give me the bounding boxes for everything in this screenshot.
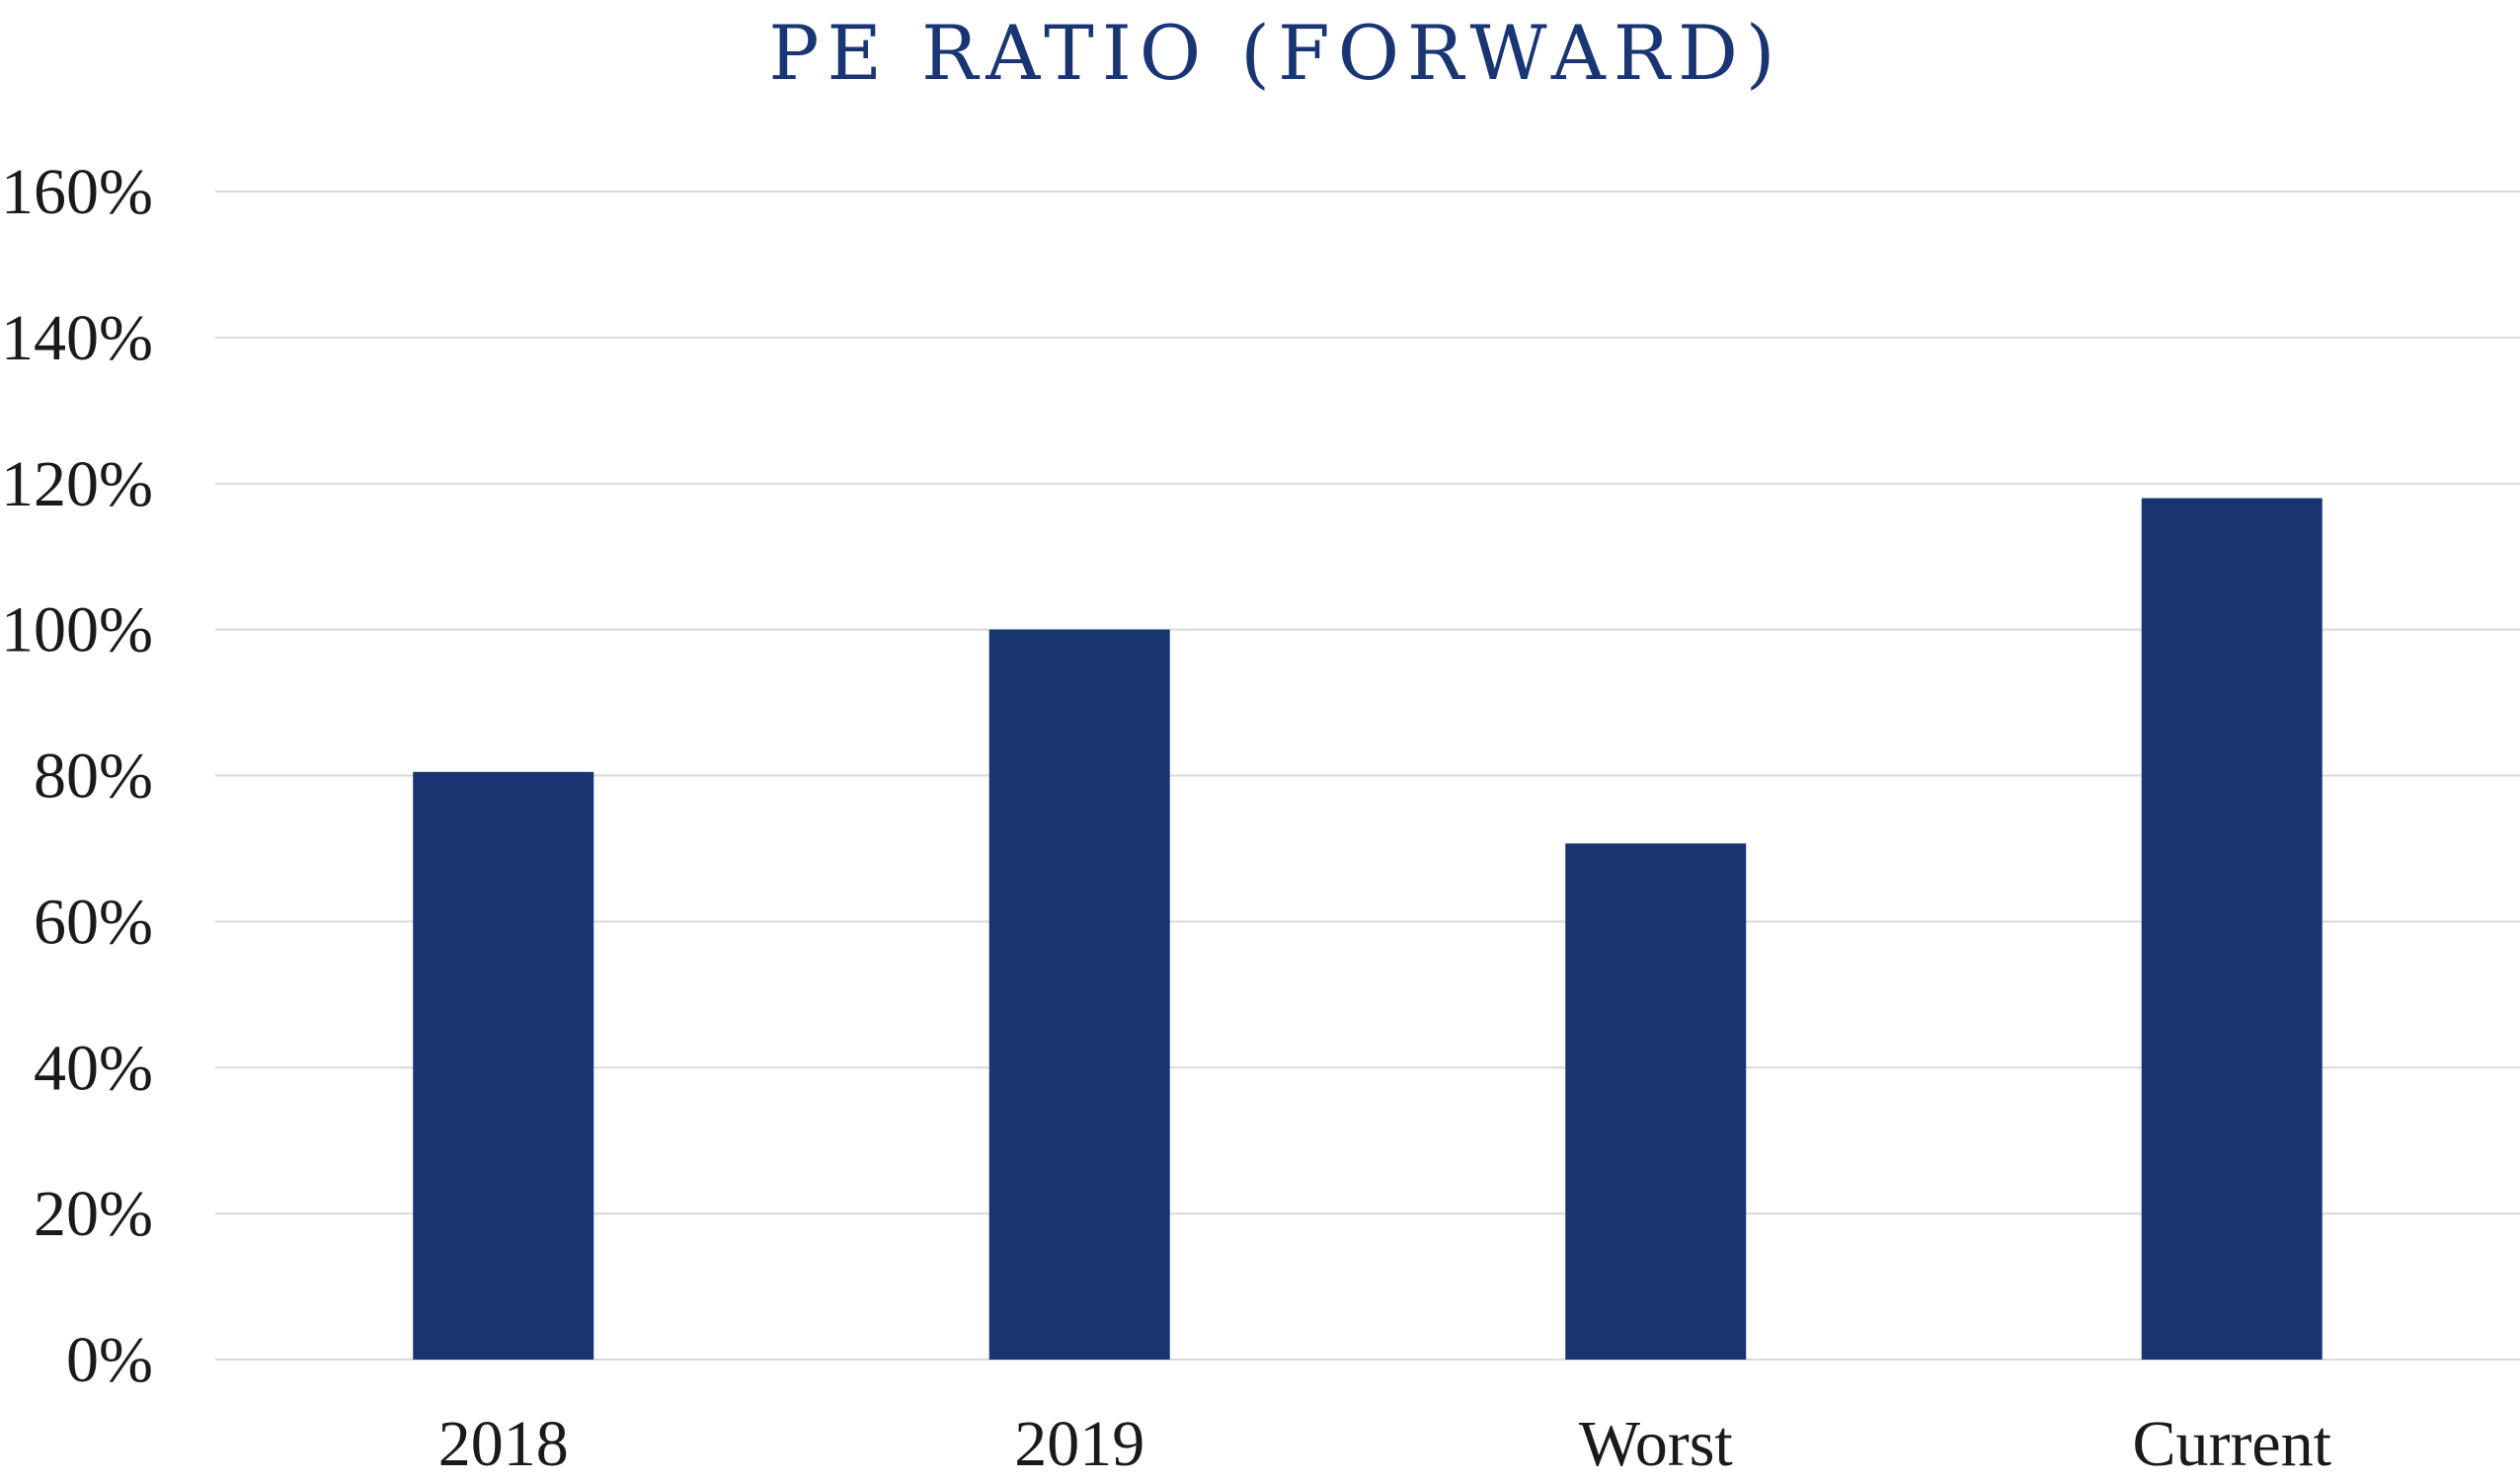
x-tick-label: 2019 [1014, 1408, 1144, 1480]
bars [413, 498, 2323, 1361]
y-tick-label: 20% [34, 1178, 153, 1250]
y-tick-label: 40% [34, 1032, 153, 1104]
y-tick-label: 80% [34, 741, 153, 813]
y-axis: 0% 20% 40% 60% 80% 100% 120% 140% 160% [1, 156, 153, 1396]
y-tick-label: 120% [1, 448, 153, 520]
x-axis: 2018 2019 Worst Current [438, 1408, 2331, 1480]
y-tick-label: 140% [1, 302, 153, 374]
y-tick-label: 100% [1, 594, 153, 666]
gridlines [215, 191, 2520, 1361]
bar-2019 [988, 629, 1170, 1360]
x-tick-label: Current [2132, 1408, 2331, 1480]
x-tick-label: 2018 [438, 1408, 569, 1480]
chart-title: PE RATIO (FORWARD) [768, 9, 1782, 97]
bar-2018 [413, 771, 594, 1360]
y-tick-label: 0% [66, 1324, 153, 1396]
bar-worst [1565, 843, 1747, 1360]
bar-current [2141, 498, 2323, 1361]
x-tick-label: Worst [1579, 1408, 1733, 1480]
y-tick-label: 60% [34, 886, 153, 958]
y-tick-label: 160% [1, 156, 153, 228]
